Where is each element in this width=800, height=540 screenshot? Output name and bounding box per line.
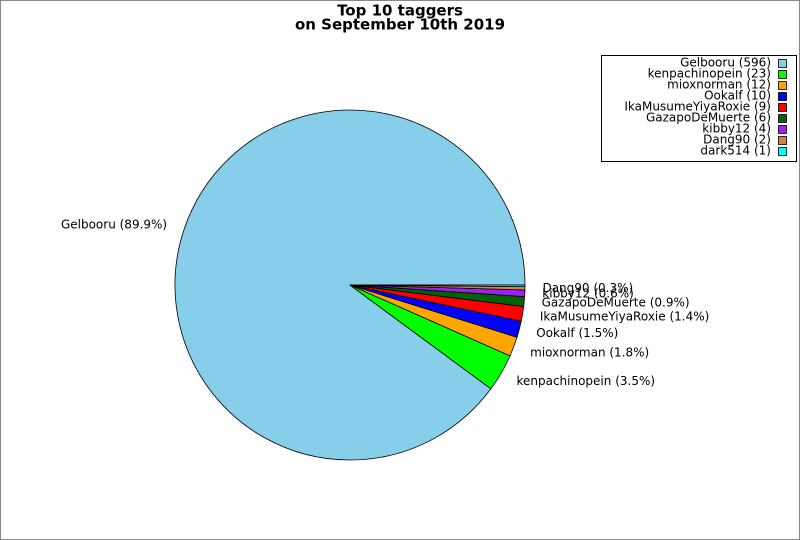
legend-swatch — [778, 70, 787, 79]
legend-box — [601, 55, 797, 162]
legend-label: IkaMusumeYiyaRoxie (9) — [624, 100, 771, 114]
legend-label: kibby12 (4) — [702, 122, 771, 136]
slice-label: kibby12 (0.6%) — [542, 287, 634, 301]
slice-label: Dang90 (0.3%) — [542, 281, 633, 295]
slice-label: kenpachinopein (3.5%) — [516, 374, 655, 388]
legend-label: kenpachinopein (23) — [648, 67, 771, 81]
legend-swatch — [778, 103, 787, 112]
slice-label: GazapoDeMuerte (0.9%) — [542, 296, 690, 310]
legend-swatch — [778, 114, 787, 123]
legend-swatch — [778, 136, 787, 145]
legend-swatch — [778, 59, 787, 68]
slice-label: mioxnorman (1.8%) — [530, 345, 649, 359]
pie-slice — [349, 284, 526, 288]
legend-swatch — [778, 147, 787, 156]
legend-swatch — [778, 125, 787, 134]
legend-swatch — [778, 81, 787, 90]
legend-swatch — [778, 92, 787, 101]
chart-subtitle: on September 10th 2019 — [295, 16, 505, 34]
chart-title: Top 10 taggers — [337, 2, 463, 20]
legend-label: GazapoDeMuerte (6) — [646, 111, 771, 125]
legend-label: mioxnorman (12) — [667, 78, 771, 92]
legend-label: Dang90 (2) — [703, 133, 771, 147]
legend-label: dark514 (1) — [700, 144, 771, 158]
legend-label: Ookalf (10) — [704, 89, 771, 103]
legend-label: Gelbooru (596) — [680, 56, 771, 70]
slice-label: IkaMusumeYiyaRoxie (1.4%) — [540, 309, 709, 323]
slice-label: Gelbooru (89.9%) — [61, 217, 167, 231]
slice-label: Ookalf (1.5%) — [536, 326, 618, 340]
